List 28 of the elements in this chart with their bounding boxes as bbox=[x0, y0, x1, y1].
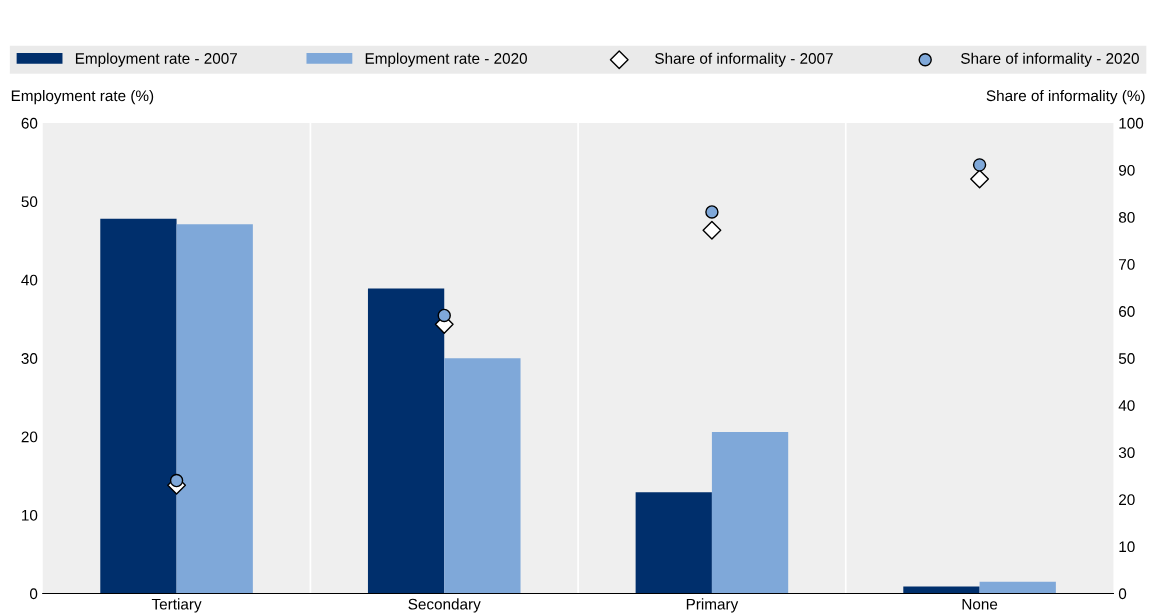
y-tick-label: 20 bbox=[21, 431, 38, 443]
y2-tick-label: 100 bbox=[1119, 117, 1144, 129]
x-tick-label: Primary bbox=[686, 598, 739, 613]
y-tick-label: 50 bbox=[21, 196, 38, 208]
y-tick-label: 30 bbox=[21, 353, 38, 364]
y-axis-title: Employment rate (%) bbox=[11, 89, 154, 105]
y2-tick-label: 20 bbox=[1119, 494, 1135, 506]
legend-label: Employment rate - 2007 bbox=[75, 52, 237, 67]
y2-tick-label: 10 bbox=[1119, 541, 1135, 553]
y2-tick-label: 80 bbox=[1118, 211, 1135, 223]
x-tick-label: Secondary bbox=[408, 598, 481, 613]
y2-tick-label: 0 bbox=[1118, 588, 1127, 600]
y2-tick-label: 50 bbox=[1118, 353, 1135, 364]
x-tick-label: None bbox=[962, 598, 998, 610]
y2-tick-label: 70 bbox=[1119, 259, 1135, 270]
y-tick-label: 40 bbox=[21, 274, 38, 286]
y2-tick-label: 40 bbox=[1118, 400, 1135, 411]
legend-label: Share of informality - 2007 bbox=[655, 52, 833, 67]
y-tick-label: 0 bbox=[29, 588, 38, 600]
legend-label: Employment rate - 2020 bbox=[365, 52, 527, 67]
y-tick-label: 10 bbox=[22, 509, 38, 521]
y-tick-label: 60 bbox=[21, 117, 38, 129]
y2-tick-label: 60 bbox=[1119, 306, 1135, 317]
y2-axis-title: Share of informality (%) bbox=[986, 89, 1145, 105]
x-tick-label: Tertiary bbox=[151, 598, 202, 613]
y2-tick-label: 90 bbox=[1119, 164, 1135, 176]
y2-tick-label: 30 bbox=[1118, 447, 1135, 459]
legend-label: Share of informality - 2020 bbox=[961, 52, 1139, 67]
